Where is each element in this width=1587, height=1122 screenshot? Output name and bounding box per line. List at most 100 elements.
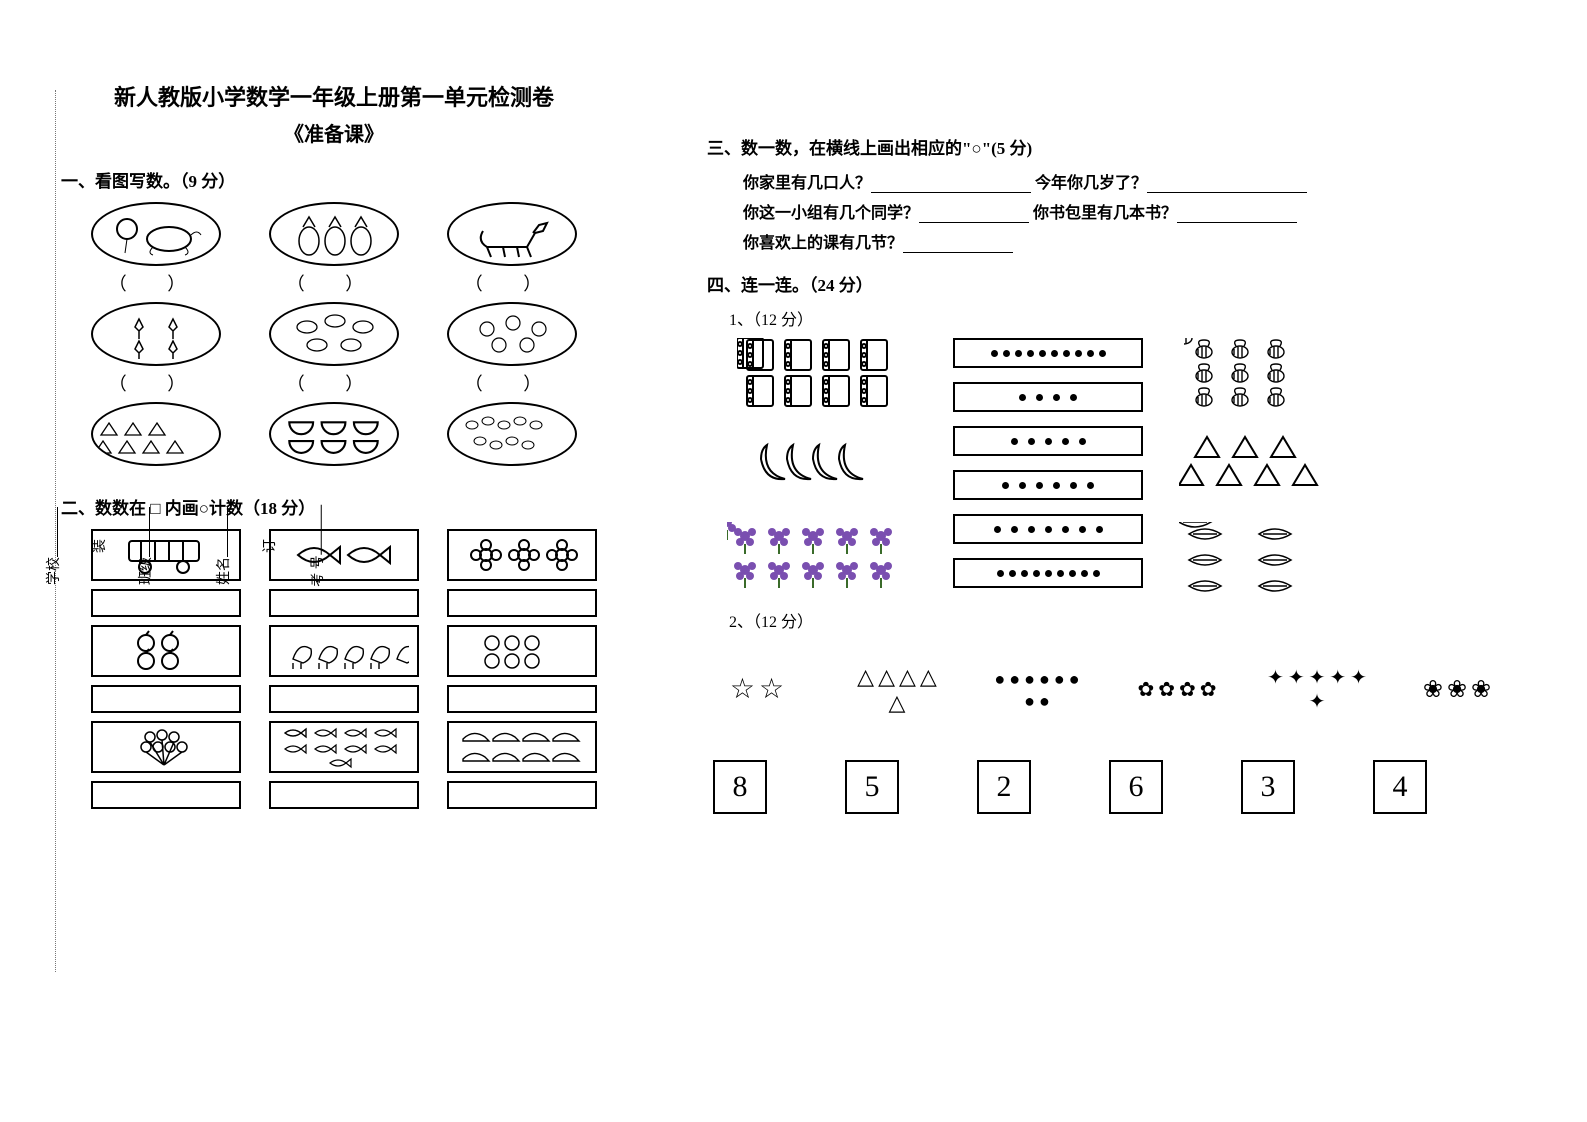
section3-body: 你家里有几口人？ 今年你几岁了？ 你这一小组有几个同学？ 你书包里有几本书？ 你… — [743, 169, 1507, 253]
triangles-group[interactable]: △△△△△ — [847, 650, 947, 730]
q4p1-right-column — [1179, 338, 1349, 588]
binding-label: 班级 — [135, 507, 155, 585]
dot-icon — [1062, 526, 1069, 533]
peach-icon — [447, 625, 597, 677]
dot-box[interactable] — [953, 470, 1143, 500]
number-box[interactable]: 2 — [977, 760, 1031, 814]
q3-line: 你家里有几口人？ 今年你几岁了？ — [743, 169, 1507, 193]
dot-box[interactable] — [953, 426, 1143, 456]
number-box[interactable]: 6 — [1109, 760, 1163, 814]
triangles-icon — [1179, 430, 1349, 496]
pineapples-icon: ✦ — [1309, 692, 1326, 712]
dot-icon — [1070, 482, 1077, 489]
binding-labels: 考 号 订 姓名 班级 装 学校 — [14, 120, 358, 972]
dot-icon — [1045, 526, 1052, 533]
q3-text: 你家里有几口人？ — [743, 175, 871, 192]
dot-icon — [1027, 350, 1034, 357]
dot-box[interactable] — [953, 382, 1143, 412]
answer-box[interactable] — [447, 685, 597, 713]
dot-icon — [1087, 482, 1094, 489]
tomatoes-group[interactable]: ●●●●●●●● — [987, 650, 1087, 730]
frogs-icon: ✿ — [1158, 680, 1175, 700]
pineapples-icon: ✦ — [1329, 668, 1346, 688]
tomatoes-icon: ● — [1054, 670, 1065, 688]
answer-paren[interactable]: （ ） — [437, 370, 587, 396]
dot-icon — [1003, 350, 1010, 357]
dot-icon — [1036, 394, 1043, 401]
dot-icon — [1053, 394, 1060, 401]
dot-icon — [1053, 482, 1060, 489]
dot-icon — [1039, 350, 1046, 357]
fill-blank[interactable] — [919, 222, 1029, 223]
number-box[interactable]: 4 — [1373, 760, 1427, 814]
q3-text: 你书包里有几本书？ — [1033, 205, 1177, 222]
worksheet-title: 新人教版小学数学一年级上册第一单元检测卷 — [61, 80, 607, 112]
dot-icon — [1028, 438, 1035, 445]
radishes-group[interactable]: ❀❀❀ — [1407, 650, 1507, 730]
binding-margin: 考 号 订 姓名 班级 装 学校 — [0, 0, 31, 1122]
binding-label: 学校 — [43, 507, 63, 585]
section4-part1-label: 1、（12 分） — [729, 306, 1507, 330]
dot-icon — [1063, 350, 1070, 357]
stars-group[interactable]: ☆☆ — [707, 650, 807, 730]
number-box[interactable]: 5 — [845, 760, 899, 814]
binding-label: 装 — [89, 539, 109, 553]
binding-text: 学校 — [47, 557, 62, 585]
dot-box[interactable] — [953, 338, 1143, 368]
tomatoes-icon: ● — [1039, 692, 1050, 710]
radishes-icon: ❀ — [1471, 678, 1491, 702]
answer-box[interactable] — [447, 589, 597, 617]
dot-box[interactable] — [953, 514, 1143, 544]
dot-box[interactable] — [953, 558, 1143, 588]
q3-text: 今年你几岁了？ — [1035, 175, 1147, 192]
stars-icon: ☆ — [759, 676, 784, 704]
tomatoes-icon: ● — [1009, 670, 1020, 688]
right-column: 三、数一数，在横线上画出相应的"○"(5 分) 你家里有几口人？ 今年你几岁了？… — [647, 0, 1587, 1122]
fill-blank[interactable] — [1177, 222, 1297, 223]
dot-icon — [1045, 438, 1052, 445]
frogs-group[interactable]: ✿✿✿✿ — [1127, 650, 1227, 730]
dot-icon — [997, 570, 1004, 577]
section4-part1-grid — [727, 338, 1507, 588]
dot-icon — [1057, 570, 1064, 577]
q1-cell: （ ） — [437, 302, 587, 396]
section4-part2-top: ☆☆△△△△△●●●●●●●●✿✿✿✿✦✦✦✦✦✦❀❀❀ — [707, 650, 1507, 730]
fill-blank[interactable] — [1147, 192, 1307, 193]
binding-label: 姓名 — [213, 507, 233, 585]
frogs-icon: ✿ — [1179, 680, 1196, 700]
section3-heading: 三、数一数，在横线上画出相应的"○"(5 分) — [707, 134, 1507, 159]
number-box[interactable]: 3 — [1241, 760, 1295, 814]
dot-icon — [1062, 438, 1069, 445]
binding-label: 考 号 — [307, 505, 327, 587]
dot-icon — [1028, 526, 1035, 533]
flower-outline-icon — [447, 529, 597, 581]
fill-blank[interactable] — [871, 192, 1031, 193]
leaves-icon — [1179, 522, 1349, 588]
q4p1-left-column — [727, 338, 917, 588]
tomatoes-icon: ● — [1039, 670, 1050, 688]
dot-icon — [1033, 570, 1040, 577]
dot-icon — [1051, 350, 1058, 357]
number-box[interactable]: 8 — [713, 760, 767, 814]
dot-icon — [1087, 350, 1094, 357]
fill-blank[interactable] — [903, 252, 1013, 253]
q3-text: 你这一小组有几个同学？ — [743, 205, 919, 222]
triangles-icon: △ — [878, 666, 895, 688]
dot-icon — [1069, 570, 1076, 577]
binding-text: 姓名 — [217, 557, 232, 585]
dot-icon — [1011, 526, 1018, 533]
dot-icon — [1019, 482, 1026, 489]
dot-icon — [1079, 438, 1086, 445]
corn-icon — [447, 402, 577, 466]
donkey-icon — [447, 202, 577, 266]
bananas-icon — [727, 430, 917, 496]
answer-paren[interactable]: （ ） — [437, 270, 587, 296]
q3-text: 你喜欢上的课有几节？ — [743, 235, 903, 252]
binding-text: 班级 — [139, 557, 154, 585]
triangles-icon: △ — [889, 692, 906, 714]
pineapples-group[interactable]: ✦✦✦✦✦✦ — [1267, 650, 1367, 730]
answer-box[interactable] — [447, 781, 597, 809]
dot-icon — [1019, 394, 1026, 401]
section4-part2-bottom: 8 5 2 6 3 4 — [713, 760, 1507, 814]
dot-icon — [1079, 526, 1086, 533]
